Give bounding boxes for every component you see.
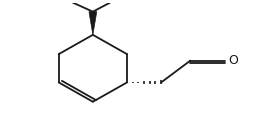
- Polygon shape: [89, 12, 97, 35]
- Text: O: O: [228, 54, 238, 67]
